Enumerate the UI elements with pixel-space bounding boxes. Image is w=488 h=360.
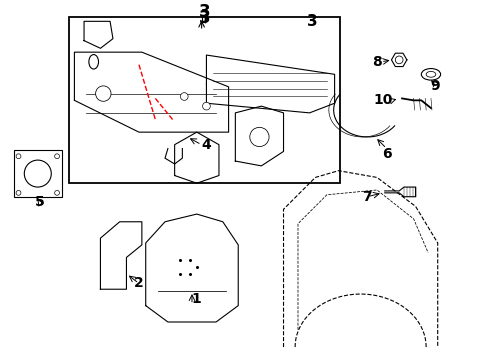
Ellipse shape [421,68,440,80]
Circle shape [16,190,21,195]
Circle shape [55,190,60,195]
Circle shape [394,56,402,64]
Circle shape [24,160,51,187]
Text: 3: 3 [198,9,210,27]
Ellipse shape [425,71,435,77]
Text: 4: 4 [201,138,211,152]
Text: 3: 3 [306,14,317,29]
Text: 7: 7 [362,190,371,204]
Circle shape [96,86,111,101]
Text: 5: 5 [35,195,44,210]
Bar [14,150,62,197]
Text: 8: 8 [371,55,381,69]
Text: 1: 1 [191,292,201,306]
Circle shape [249,127,268,147]
Circle shape [16,154,21,159]
Circle shape [180,93,188,100]
Text: 10: 10 [372,93,392,107]
Circle shape [202,102,210,110]
Text: 9: 9 [429,79,439,93]
Circle shape [55,154,60,159]
Text: 3: 3 [198,3,210,21]
Text: 6: 6 [381,147,391,161]
Text: 2: 2 [134,276,143,291]
Ellipse shape [89,55,98,69]
Bar [68,18,340,183]
